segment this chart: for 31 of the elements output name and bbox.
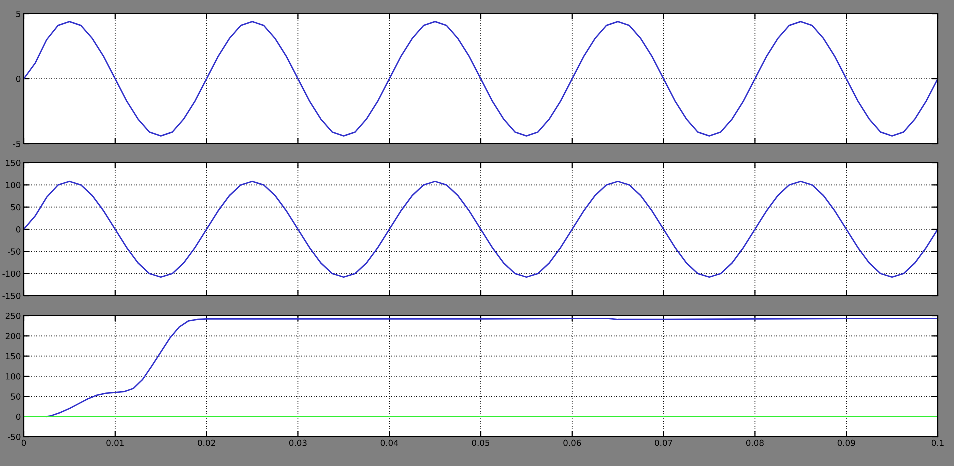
x-tick-label: 0.1 bbox=[932, 440, 944, 446]
y-tick-label: 100 bbox=[6, 373, 21, 380]
y-tick-label: -50 bbox=[8, 434, 21, 440]
y-tick-label: 50 bbox=[11, 204, 21, 211]
x-tick-label: 0.08 bbox=[746, 440, 764, 446]
y-tick-label: 200 bbox=[6, 333, 21, 340]
y-tick-label: -5 bbox=[13, 141, 20, 148]
line-series bbox=[24, 21, 938, 137]
x-tick-label: 0.09 bbox=[838, 440, 856, 446]
x-tick-label: 0.06 bbox=[564, 440, 582, 446]
y-tick-label: 250 bbox=[6, 312, 21, 320]
x-tick-label: 0.03 bbox=[289, 440, 307, 446]
x-tick-label: 0 bbox=[22, 440, 26, 446]
x-tick-label: 0.05 bbox=[472, 440, 490, 446]
y-tick-label: 0 bbox=[16, 414, 21, 420]
y-tick-label: -100 bbox=[2, 270, 21, 278]
y-tick-label: 0 bbox=[16, 226, 21, 233]
x-tick-label: 0.04 bbox=[380, 440, 398, 446]
line-series bbox=[24, 180, 938, 278]
y-tick-label: 50 bbox=[11, 394, 21, 400]
x-tick-label: 0.01 bbox=[106, 440, 124, 446]
y-tick-label: 5 bbox=[16, 11, 20, 18]
y-tick-label: -150 bbox=[2, 292, 21, 300]
line-series bbox=[46, 318, 938, 418]
x-tick-label: 0.07 bbox=[655, 440, 672, 446]
y-tick-label: 150 bbox=[6, 353, 21, 360]
y-tick-label: 150 bbox=[6, 160, 21, 166]
x-tick-label: 0.02 bbox=[198, 440, 216, 446]
y-tick-label: 0 bbox=[16, 76, 21, 82]
y-tick-label: -50 bbox=[8, 248, 21, 255]
y-tick-label: 100 bbox=[6, 182, 21, 188]
